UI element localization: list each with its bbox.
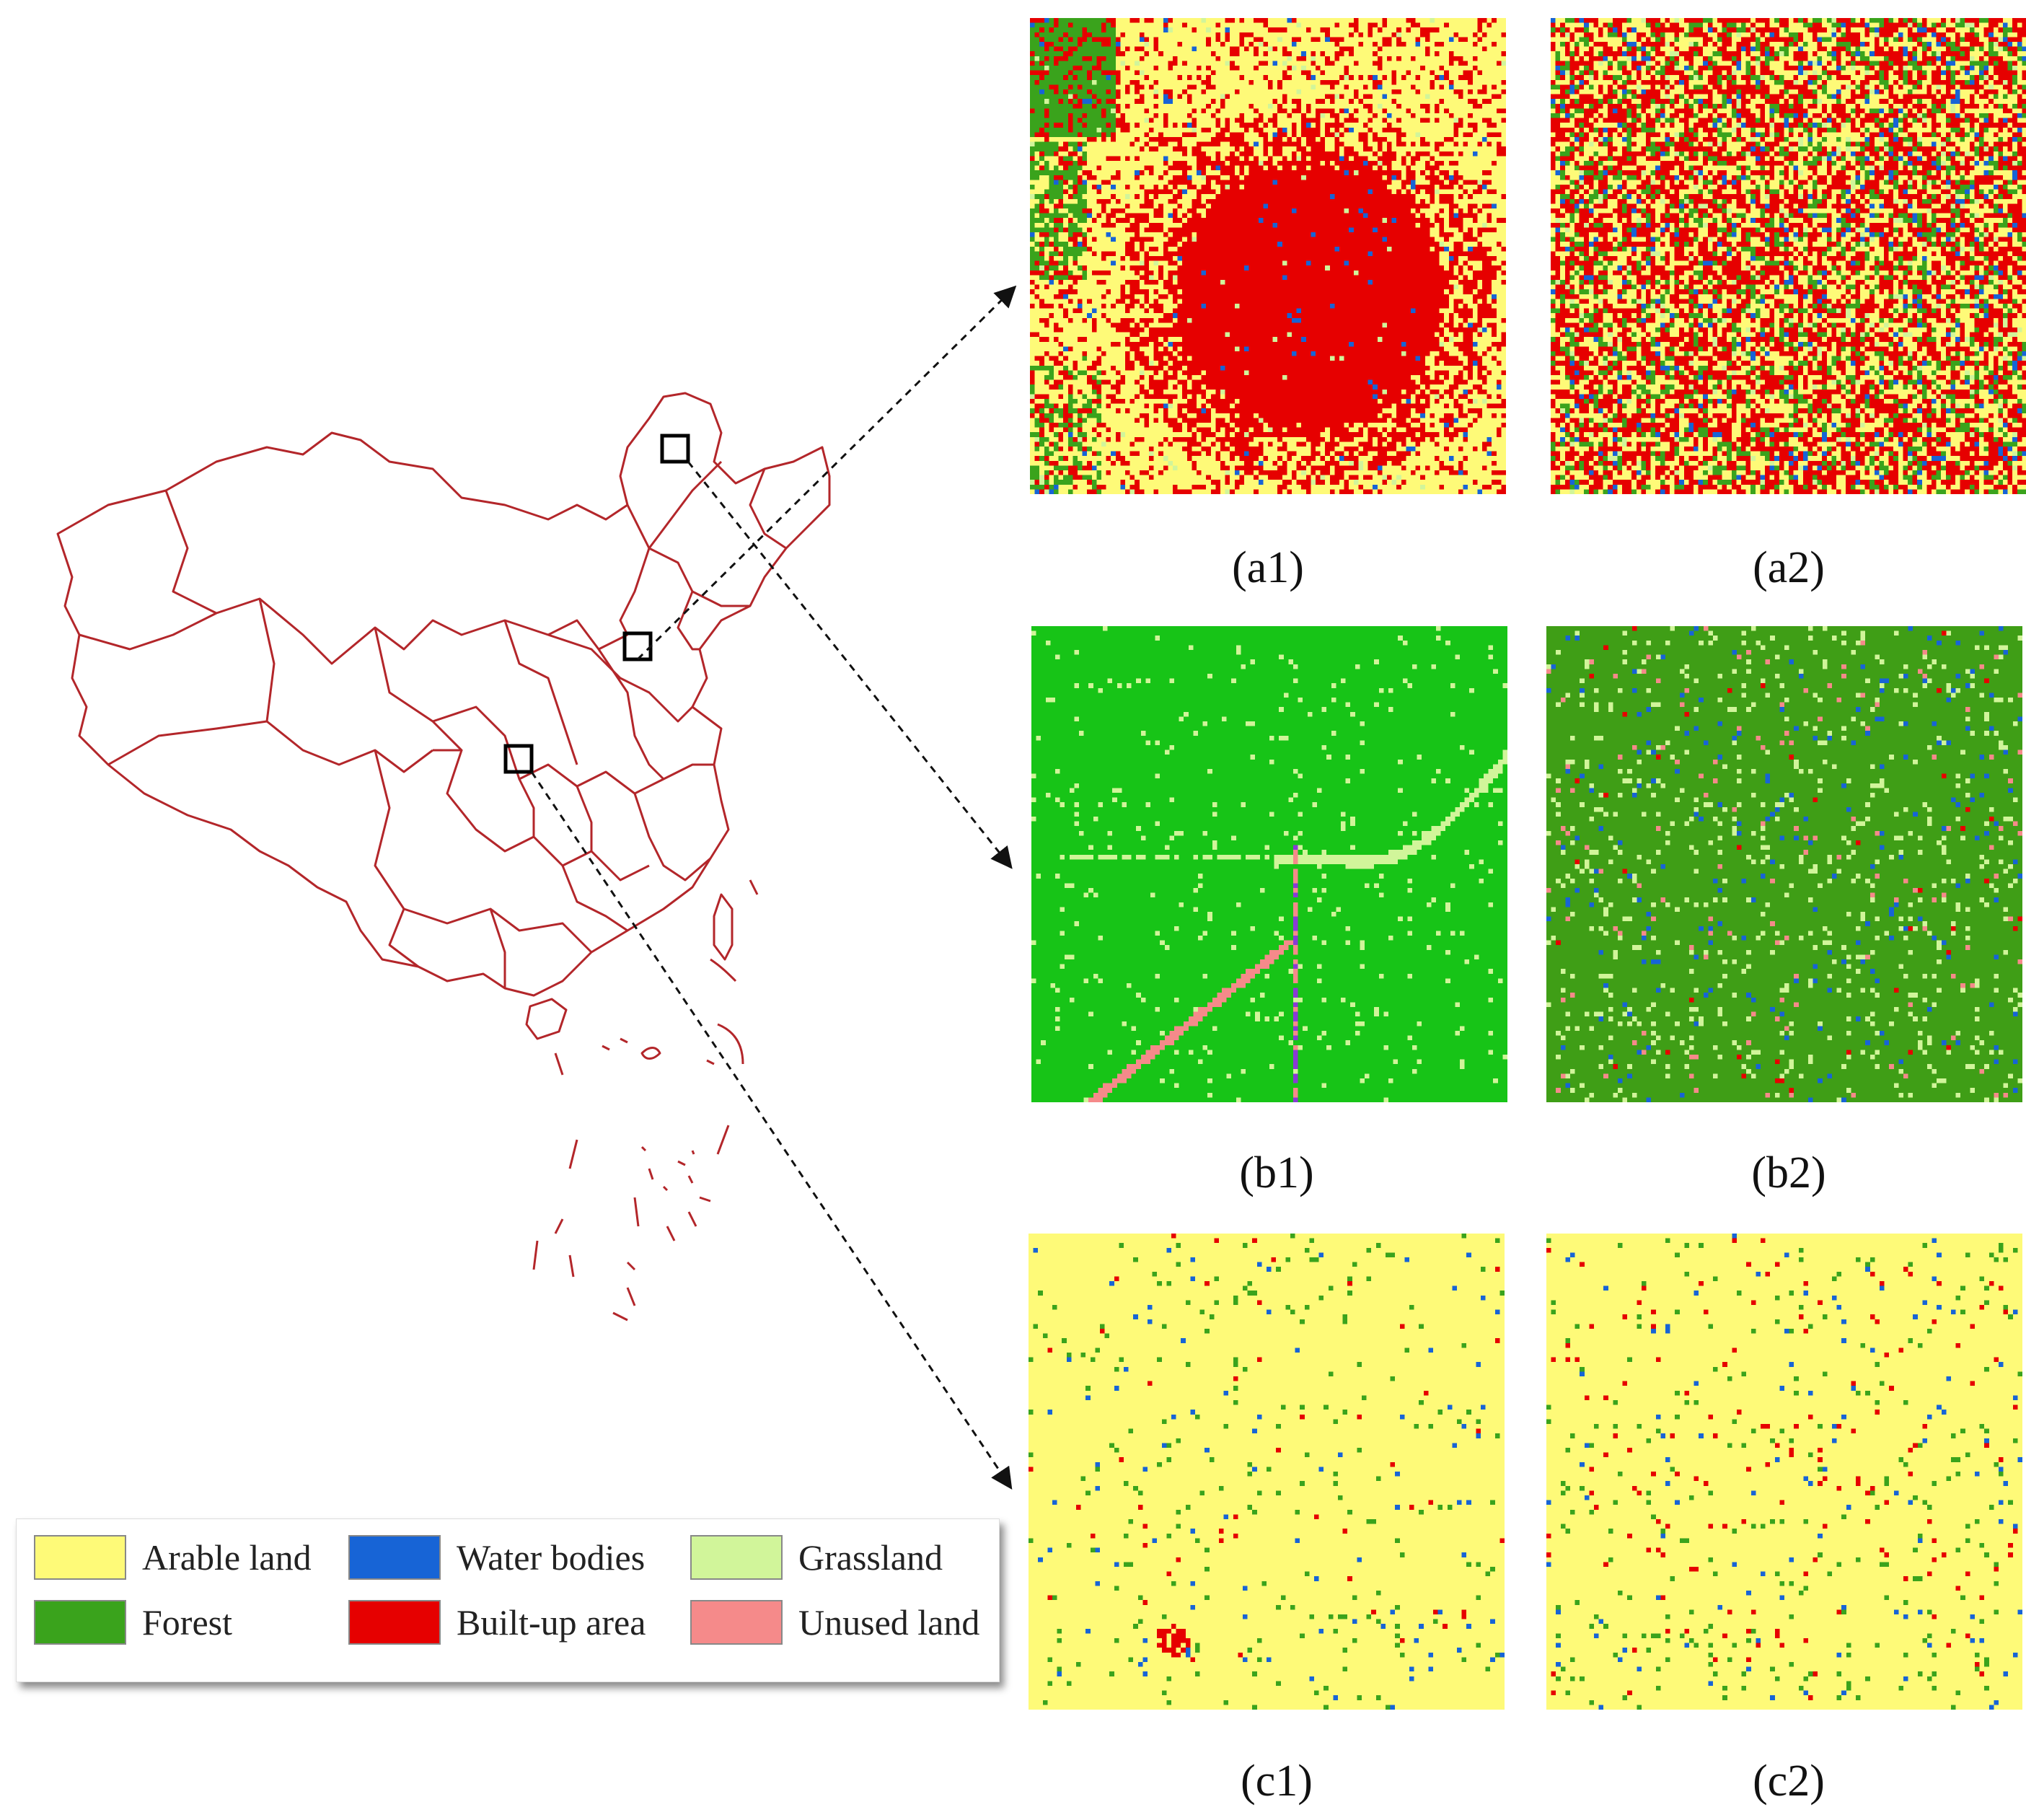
arrow-to-c1 bbox=[530, 771, 1013, 1490]
legend-swatch bbox=[690, 1535, 783, 1580]
province-line bbox=[107, 720, 268, 766]
island-line bbox=[620, 1037, 628, 1044]
panel-label-b1: (b1) bbox=[1239, 1148, 1314, 1197]
panel-label-c2: (c2) bbox=[1753, 1757, 1825, 1806]
legend-item-forest: Forest bbox=[34, 1597, 232, 1648]
province-line bbox=[648, 460, 723, 549]
island-line bbox=[691, 1150, 695, 1155]
island-line bbox=[612, 1311, 628, 1322]
province-line bbox=[374, 749, 593, 954]
legend-swatch bbox=[690, 1600, 783, 1645]
legend-swatch bbox=[348, 1535, 441, 1580]
panel-c1 bbox=[1029, 1234, 1505, 1710]
province-line bbox=[677, 591, 700, 651]
study-area-box-b bbox=[622, 631, 653, 661]
island-line bbox=[706, 1059, 715, 1065]
legend-item-grassland: Grassland bbox=[690, 1532, 943, 1583]
hainan-island bbox=[525, 998, 568, 1040]
island-line bbox=[554, 1052, 564, 1076]
panel-c2 bbox=[1546, 1234, 2022, 1710]
island-line bbox=[749, 879, 759, 895]
province-line bbox=[446, 749, 650, 882]
province-line bbox=[518, 778, 535, 837]
legend-item-water: Water bodies bbox=[348, 1532, 645, 1583]
province-line bbox=[374, 627, 463, 752]
province-line bbox=[547, 633, 694, 723]
island-line bbox=[640, 1146, 647, 1152]
legend-swatch bbox=[34, 1535, 126, 1580]
legend-label: Forest bbox=[142, 1602, 232, 1643]
legend-swatch bbox=[34, 1600, 126, 1645]
country-outline bbox=[56, 392, 831, 997]
arrow-to-b1 bbox=[687, 461, 1013, 869]
landuse-raster-a2 bbox=[1551, 18, 2026, 494]
island-line bbox=[648, 1168, 654, 1180]
legend-item-arable: Arable land bbox=[34, 1532, 312, 1583]
panel-a2 bbox=[1551, 18, 2026, 494]
panel-label-a1: (a1) bbox=[1232, 543, 1304, 592]
legend: Arable land Water bodies Grassland Fores… bbox=[16, 1518, 1000, 1682]
island-line bbox=[633, 1197, 640, 1227]
province-line bbox=[258, 598, 433, 773]
island-line bbox=[710, 958, 737, 982]
panel-b2 bbox=[1546, 626, 2022, 1102]
panel-label-a2: (a2) bbox=[1753, 543, 1825, 592]
legend-label: Arable land bbox=[142, 1537, 312, 1578]
province-line bbox=[633, 793, 711, 882]
island-line bbox=[717, 1023, 744, 1065]
legend-label: Built-up area bbox=[457, 1602, 646, 1643]
island-line bbox=[568, 1254, 575, 1278]
island-line bbox=[687, 1211, 697, 1227]
province-line bbox=[489, 908, 506, 988]
legend-label: Grassland bbox=[798, 1537, 943, 1578]
province-boundaries bbox=[56, 392, 831, 1322]
landuse-raster-a1 bbox=[1030, 18, 1506, 494]
panel-label-c1: (c1) bbox=[1241, 1757, 1313, 1806]
province-line bbox=[561, 865, 628, 932]
island-line bbox=[677, 1160, 686, 1166]
study-area-box-c bbox=[503, 744, 534, 774]
legend-item-unused: Unused land bbox=[690, 1597, 979, 1648]
province-line bbox=[388, 908, 419, 968]
island-line bbox=[626, 1261, 636, 1271]
taiwan-island bbox=[713, 893, 734, 961]
legend-item-builtup: Built-up area bbox=[348, 1597, 646, 1648]
island-line bbox=[640, 1047, 661, 1060]
province-line bbox=[432, 705, 664, 795]
landuse-raster-c2 bbox=[1546, 1234, 2022, 1710]
landuse-raster-c1 bbox=[1029, 1234, 1505, 1710]
legend-swatch bbox=[348, 1600, 441, 1645]
panel-label-b2: (b2) bbox=[1751, 1148, 1826, 1197]
province-line bbox=[597, 649, 714, 781]
island-line bbox=[532, 1240, 539, 1270]
province-line bbox=[576, 786, 593, 851]
island-line bbox=[687, 1175, 694, 1184]
panel-a1 bbox=[1030, 18, 1506, 494]
legend-label: Water bodies bbox=[457, 1537, 646, 1578]
study-area-box-a bbox=[660, 434, 690, 464]
island-line bbox=[568, 1139, 578, 1169]
province-line bbox=[503, 620, 578, 765]
island-line bbox=[716, 1125, 730, 1155]
island-line bbox=[666, 1226, 676, 1241]
legend-label: Unused land bbox=[798, 1602, 980, 1643]
landuse-raster-b2 bbox=[1546, 626, 2022, 1102]
province-line bbox=[749, 468, 787, 550]
province-line bbox=[164, 490, 628, 665]
panel-b1 bbox=[1031, 626, 1507, 1102]
arrow-to-a1 bbox=[636, 285, 1017, 661]
island-line bbox=[626, 1287, 636, 1306]
island-line bbox=[662, 1185, 669, 1192]
province-line bbox=[79, 612, 217, 651]
province-line bbox=[619, 548, 651, 636]
island-line bbox=[699, 1196, 711, 1203]
island-line bbox=[554, 1218, 564, 1234]
island-line bbox=[602, 1045, 610, 1051]
province-line bbox=[626, 504, 750, 607]
landuse-raster-b1 bbox=[1031, 626, 1507, 1102]
